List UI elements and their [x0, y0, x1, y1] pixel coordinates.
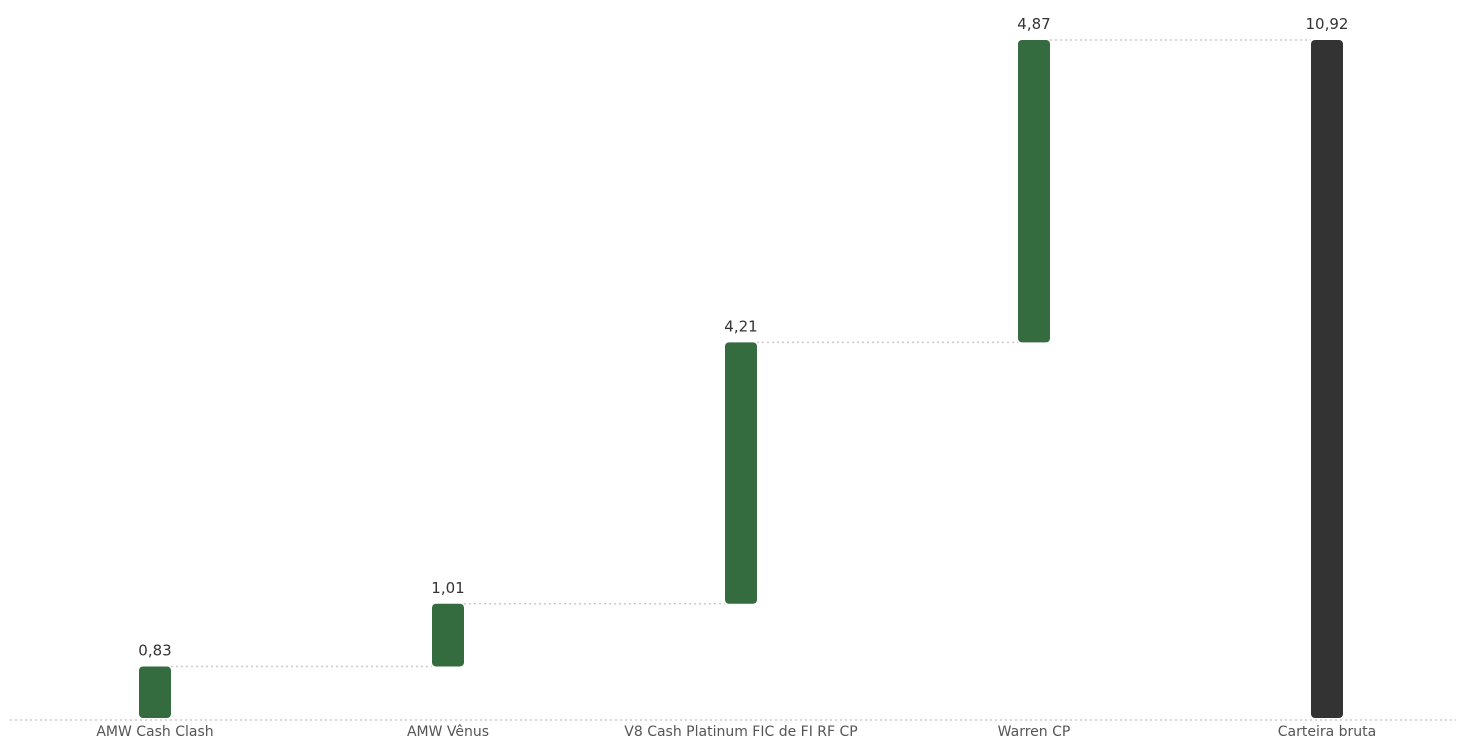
category-label-v8-cash-platinum-fic-de-fi-rf-cp: V8 Cash Platinum FIC de FI RF CP	[624, 724, 857, 738]
value-label-carteira-bruta: 10,92	[1306, 15, 1349, 33]
category-label-amw-venus: AMW Vênus	[407, 724, 489, 738]
category-labels: AMW Cash Clash AMW Vênus V8 Cash Platinum …	[96, 724, 1376, 738]
bars	[139, 40, 1343, 718]
bar-warren-cp	[1018, 40, 1050, 343]
value-label-amw-cash-clash: 0,83	[138, 641, 171, 659]
category-label-warren-cp: Warren CP	[998, 724, 1071, 738]
value-label-amw-venus: 1,01	[431, 579, 464, 597]
bar-amw-cash-clash	[139, 666, 171, 718]
category-label-carteira-bruta: Carteira bruta	[1278, 724, 1376, 738]
value-label-v8-cash-platinum-fic-de-fi-rf-cp: 4,21	[724, 317, 757, 335]
bar-carteira-bruta	[1311, 40, 1343, 718]
value-label-warren-cp: 4,87	[1017, 15, 1050, 33]
bar-amw-venus	[432, 603, 464, 667]
value-labels: 0,83 1,01 4,21 4,87 10,92	[138, 15, 1348, 659]
connector-lines	[171, 39, 1311, 668]
bar-v8-cash-platinum-fic-de-fi-rf-cp	[725, 342, 757, 604]
category-label-amw-cash-clash: AMW Cash Clash	[96, 724, 213, 738]
